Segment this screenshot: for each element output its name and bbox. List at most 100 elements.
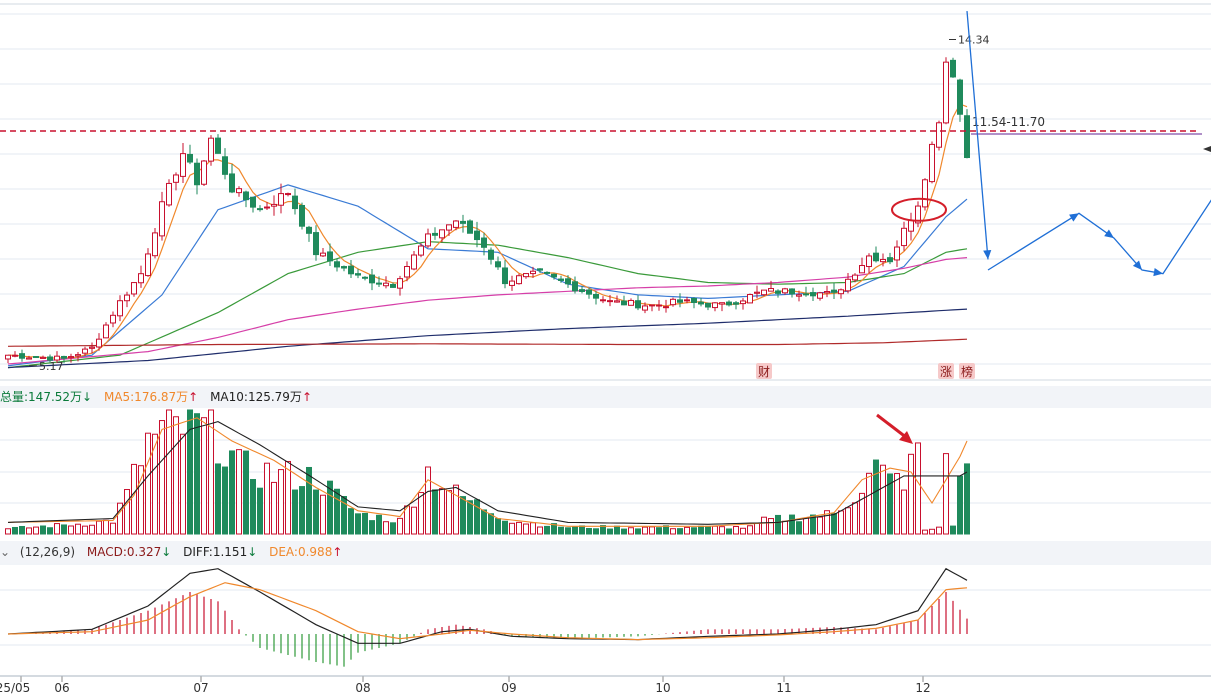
volume-bar[interactable] [446,490,452,535]
candle[interactable] [586,288,592,299]
candle[interactable] [299,202,305,230]
volume-bar[interactable] [257,487,263,535]
volume-bar[interactable] [761,516,767,535]
volume-bar[interactable] [432,489,438,535]
volume-bar[interactable] [152,433,158,535]
candle[interactable] [425,228,431,248]
candle[interactable] [509,275,515,291]
volume-bar[interactable] [894,473,900,535]
volume-bar[interactable] [425,466,431,535]
volume-bar[interactable] [285,460,291,535]
volume-bar[interactable] [173,416,179,535]
volume-bar[interactable] [54,523,60,535]
candle[interactable] [838,288,844,299]
volume-bar[interactable] [19,525,25,535]
candle[interactable] [187,144,193,165]
candle[interactable] [852,273,858,283]
candle[interactable] [642,302,648,314]
candle[interactable] [271,195,277,216]
candle[interactable] [712,302,718,312]
candle[interactable] [901,221,907,251]
candle[interactable] [117,295,123,322]
volume-bar[interactable] [110,522,116,535]
volume-bar[interactable] [656,527,662,535]
candle[interactable] [33,356,39,359]
volume-bar[interactable] [740,527,746,535]
volume-bar[interactable] [453,484,459,535]
candle[interactable] [355,268,361,279]
volume-bar[interactable] [915,442,921,535]
volume-bar[interactable] [215,463,221,535]
volume-bar[interactable] [145,432,151,535]
volume-bar[interactable] [502,520,508,535]
volume-bar[interactable] [733,526,739,535]
candle[interactable] [96,333,102,351]
candle[interactable] [320,248,326,258]
candle[interactable] [677,293,683,308]
candle[interactable] [488,247,494,265]
candle[interactable] [544,271,550,275]
candle[interactable] [12,351,18,358]
volume-bar[interactable] [194,413,200,535]
volume-bar[interactable] [103,519,109,535]
candle[interactable] [859,257,865,274]
volume-bar[interactable] [691,527,697,535]
volume-bar[interactable] [229,450,235,535]
volume-bar[interactable] [544,525,550,535]
volume-bar[interactable] [663,525,669,535]
volume-bar[interactable] [75,523,81,535]
volume-bar[interactable] [418,492,424,535]
candle[interactable] [691,297,697,309]
candle[interactable] [572,276,578,294]
volume-bar[interactable] [558,526,564,535]
candle[interactable] [551,273,557,280]
volume-bar[interactable] [887,473,893,535]
candle[interactable] [775,289,781,298]
volume-bar[interactable] [824,510,830,535]
volume-bar[interactable] [628,527,634,535]
volume-bar[interactable] [516,521,522,535]
candle[interactable] [908,212,914,241]
volume-bar[interactable] [460,496,466,535]
candle[interactable] [89,342,95,354]
candle[interactable] [341,265,347,272]
candle[interactable] [754,285,760,299]
candle[interactable] [537,268,543,274]
candle[interactable] [922,178,928,211]
candle[interactable] [159,191,165,241]
volume-bar[interactable] [369,520,375,535]
candle[interactable] [278,183,284,214]
volume-bar[interactable] [754,522,760,535]
volume-bar[interactable] [803,517,809,535]
volume-bar[interactable] [82,525,88,535]
volume-bar[interactable] [166,409,172,535]
volume-bar[interactable] [439,488,445,535]
candle[interactable] [516,273,522,285]
candle[interactable] [194,158,200,195]
candle[interactable] [446,224,452,236]
candle[interactable] [761,289,767,297]
candle[interactable] [873,246,879,263]
volume-bar[interactable] [719,526,725,535]
event-marker[interactable]: 财 [756,363,772,379]
volume-bar[interactable] [236,449,242,535]
candle[interactable] [705,302,711,311]
candle[interactable] [614,295,620,303]
volume-bar[interactable] [61,524,67,535]
volume-bar[interactable] [208,409,214,535]
volume-bar[interactable] [180,433,186,535]
candle[interactable] [768,280,774,292]
candle[interactable] [474,221,480,248]
candle[interactable] [243,190,249,208]
volume-bar[interactable] [901,489,907,535]
candle[interactable] [383,276,389,289]
volume-bar[interactable] [600,525,606,535]
volume-bar[interactable] [845,507,851,535]
volume-bar[interactable] [831,512,837,535]
candle[interactable] [348,260,354,279]
candle[interactable] [656,300,662,311]
volume-bar[interactable] [509,522,515,535]
volume-bar[interactable] [117,502,123,535]
candle[interactable] [747,293,753,304]
candle[interactable] [943,57,949,125]
